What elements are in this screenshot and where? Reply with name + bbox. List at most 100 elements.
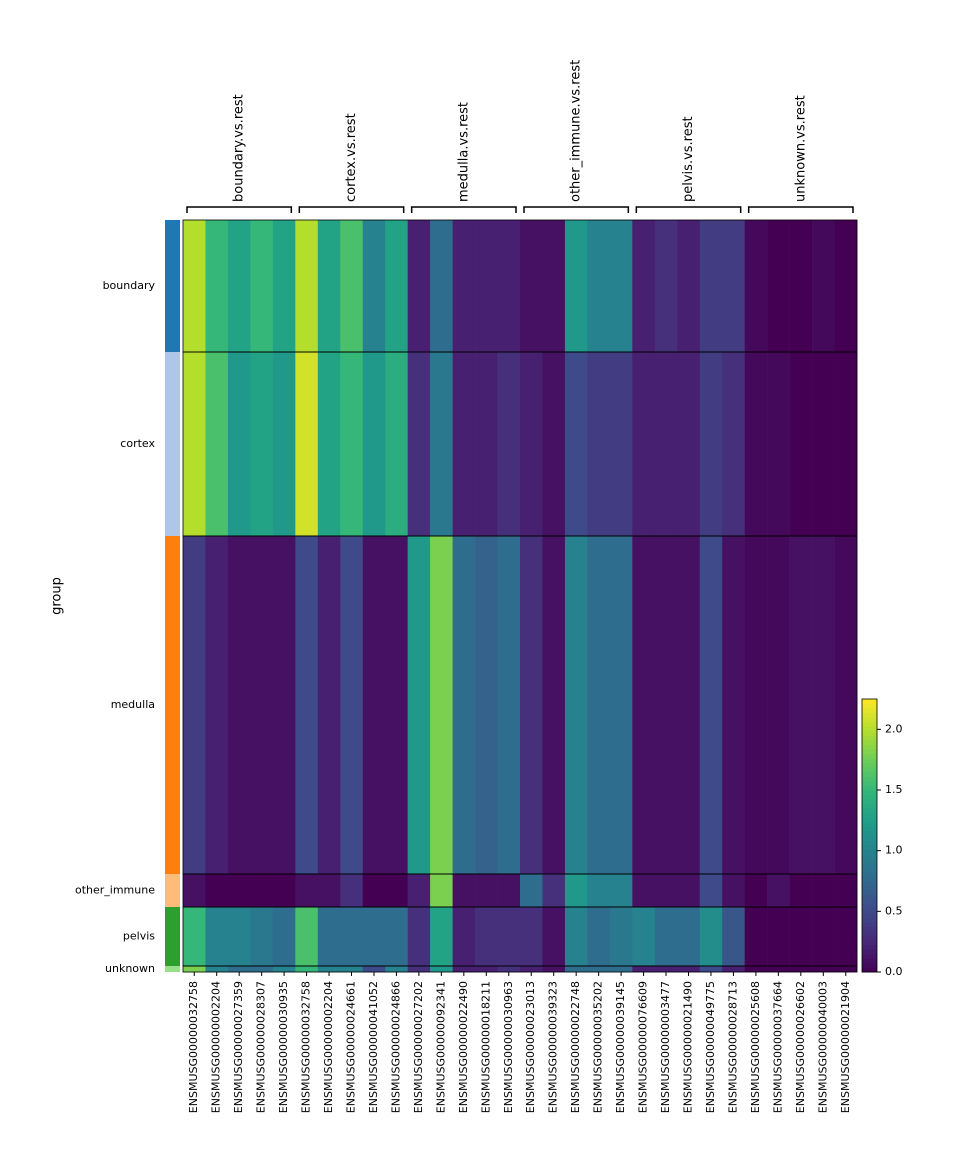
heatmap-cell <box>722 536 745 875</box>
heatmap-cell <box>812 352 835 537</box>
colorbar-step <box>862 844 877 850</box>
heatmap-cell <box>654 536 678 875</box>
colorbar-step <box>862 881 877 887</box>
heatmap-cell <box>250 220 274 353</box>
heatmap-cell <box>497 907 521 967</box>
heatmap-cell <box>587 907 611 967</box>
heatmap-cell <box>340 352 364 537</box>
heatmap-cell <box>452 874 476 908</box>
heatmap-cell <box>430 220 453 353</box>
heatmap-cell <box>834 966 858 973</box>
heatmap-cell <box>250 352 274 537</box>
group-label: cortex <box>120 437 155 450</box>
bracket <box>523 206 630 213</box>
heatmap-cell <box>452 907 476 967</box>
heatmap-cell <box>767 352 790 537</box>
colorbar-step <box>862 821 877 827</box>
heatmap-cell <box>699 966 723 973</box>
heatmap-frame <box>182 219 858 973</box>
heatmap-cell <box>250 874 274 908</box>
heatmap-cell <box>295 874 319 908</box>
colorbar-step <box>862 794 877 800</box>
bracket <box>410 206 517 213</box>
heatmap-cell <box>564 220 588 353</box>
heatmap-cell <box>407 907 431 967</box>
colorbar-tick-label: 0.5 <box>885 904 903 917</box>
heatmap-cell <box>587 966 611 973</box>
heatmap-cell <box>654 874 678 908</box>
heatmap-cell <box>520 966 543 973</box>
heatmap-cell <box>385 966 408 973</box>
colorbar-step <box>862 799 877 805</box>
heatmap-cell <box>475 220 498 353</box>
heatmap-cell <box>497 874 521 908</box>
heatmap-cell <box>789 220 813 353</box>
heatmap-cell <box>452 220 476 353</box>
x-tick-label: ENSMUSG00000026602 <box>794 981 807 1113</box>
colorbar-step <box>862 817 877 823</box>
heatmap-cell <box>475 966 498 973</box>
colorbar-step <box>862 767 877 773</box>
heatmap-cell <box>587 352 611 537</box>
heatmap-cell <box>340 966 364 973</box>
x-tick-label: ENSMUSG00000024866 <box>389 981 402 1113</box>
heatmap-cell <box>564 907 588 967</box>
colorbar-tick-label: 1.5 <box>885 783 903 796</box>
heatmap-cell <box>677 874 701 908</box>
gene-group-label: pelvis.vs.rest <box>681 116 696 202</box>
bracket <box>635 206 742 213</box>
heatmap-cell <box>183 874 206 908</box>
colorbar-step <box>862 867 877 873</box>
heatmap-cell <box>183 966 206 973</box>
colorbar-step <box>862 721 877 727</box>
heatmap-cell <box>812 220 835 353</box>
heatmap-cell <box>834 220 858 353</box>
heatmap-cell <box>295 966 319 973</box>
heatmap-cell <box>722 966 745 973</box>
colorbar-step <box>862 735 877 741</box>
heatmap-cell <box>272 874 296 908</box>
colorbar-step <box>862 944 877 950</box>
colorbar-step <box>862 912 877 918</box>
colorbar-step <box>862 962 877 968</box>
heatmap-cell <box>475 874 498 908</box>
colorbar-step <box>862 739 877 745</box>
heatmap-cell <box>362 352 386 537</box>
colorbar-step <box>862 730 877 736</box>
x-tick-label: ENSMUSG00000030963 <box>502 981 515 1113</box>
heatmap-cell <box>452 352 476 537</box>
heatmap-cell <box>632 536 656 875</box>
heatmap-cell <box>654 220 678 353</box>
heatmap-cell <box>520 220 543 353</box>
colorbar-step <box>862 753 877 759</box>
heatmap-cell <box>227 907 251 967</box>
colorbar-frame <box>861 698 878 973</box>
heatmap-cell <box>767 907 790 967</box>
heatmap-cell <box>205 907 229 967</box>
heatmap-cell <box>632 966 656 973</box>
colorbar-step <box>862 917 877 923</box>
colorbar-step <box>862 967 877 973</box>
heatmap-cell <box>317 220 341 353</box>
colorbar-step <box>862 780 877 786</box>
x-tick-label: ENSMUSG00000003477 <box>659 981 672 1113</box>
bracket <box>186 206 293 213</box>
x-tick-label: ENSMUSG00000028307 <box>255 981 268 1113</box>
heatmap-cell <box>767 966 790 973</box>
group-label: boundary <box>103 279 156 292</box>
heatmap-cell <box>407 220 431 353</box>
colorbar-step <box>862 871 877 877</box>
gene-group-label: other_immune.vs.rest <box>569 60 584 202</box>
colorbar-step <box>862 894 877 900</box>
group-bar <box>165 352 180 536</box>
heatmap-cell <box>609 907 633 967</box>
colorbar-step <box>862 708 877 714</box>
heatmap-cell <box>654 966 678 973</box>
bracket <box>298 206 405 213</box>
heatmap-cell <box>205 220 229 353</box>
heatmap-cell <box>632 220 656 353</box>
heatmap-cell <box>385 352 408 537</box>
heatmap-cell <box>542 907 566 967</box>
x-tick-label: ENSMUSG00000028713 <box>726 981 739 1113</box>
x-tick-label: ENSMUSG00000023013 <box>524 981 537 1113</box>
